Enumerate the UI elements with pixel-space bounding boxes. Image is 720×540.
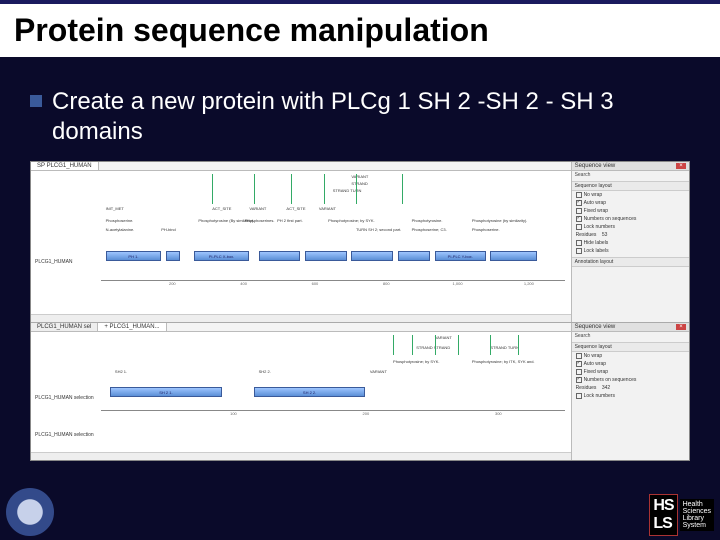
annotation-marker — [393, 335, 394, 355]
bot-main-panel: PLCG1_HUMAN sel + PLCG1_HUMAN... PLCG1_H… — [31, 323, 571, 460]
tab-sel2[interactable]: + PLCG1_HUMAN... — [98, 323, 166, 331]
app-screenshot: SP PLCG1_HUMAN PLCG1_HUMAN VARIANT STRAN… — [30, 161, 690, 461]
side-header: Sequence view — [575, 163, 616, 169]
close-icon[interactable]: × — [676, 163, 686, 169]
bullet-icon — [30, 95, 42, 107]
chk-numbers[interactable]: Numbers on sequences — [572, 215, 689, 223]
domain-block — [259, 251, 301, 261]
annotation-marker — [518, 335, 519, 355]
annotation-marker — [324, 174, 325, 204]
chk-locknum[interactable]: Lock numbers — [572, 223, 689, 231]
row-label-top: PLCG1_HUMAN — [35, 259, 73, 265]
ruler-tick: 1,000 — [453, 281, 463, 286]
opt-nowrap[interactable]: No wrap — [572, 352, 689, 360]
side-search[interactable]: Search — [572, 332, 689, 340]
residue-count: Residues 342 — [572, 384, 689, 392]
domain-block: PH 1. — [106, 251, 162, 261]
row-label-bot1: PLCG1_HUMAN selection — [35, 395, 94, 401]
annotation-marker — [254, 174, 255, 204]
opt-fixedwrap[interactable]: Fixed wrap — [572, 368, 689, 376]
domain-block: PI-PLC Y-box. — [435, 251, 486, 261]
title-bar: Protein sequence manipulation — [0, 0, 720, 67]
ruler-tick: 800 — [383, 281, 390, 286]
bot-domain-track: SH 2 1. SH 2 2. — [101, 387, 565, 401]
side-group-layout[interactable]: Sequence layout — [572, 181, 689, 191]
scrollbar[interactable] — [31, 314, 571, 322]
chk-hidelabels[interactable]: Hide labels — [572, 239, 689, 247]
close-icon[interactable]: × — [676, 324, 686, 330]
domain-block — [305, 251, 347, 261]
bullet-text: Create a new protein with PLCg 1 SH 2 -S… — [52, 87, 690, 147]
annotation-marker — [291, 174, 292, 204]
domain-block: SH 2 2. — [254, 387, 365, 397]
hsls-mark: HSLS — [649, 494, 677, 536]
hsls-label: HealthSciencesLibrarySystem — [680, 499, 714, 531]
ruler-tick: 300 — [495, 411, 502, 416]
ruler-tick: 100 — [230, 411, 237, 416]
chk-locklabels[interactable]: Lock labels — [572, 247, 689, 255]
row-label-bot2: PLCG1_HUMAN selection — [35, 432, 94, 438]
chk-locknum[interactable]: Lock numbers — [572, 392, 689, 400]
side-search[interactable]: Search — [572, 171, 689, 179]
ruler-tick: 1,200 — [524, 281, 534, 286]
ruler-tick: 400 — [240, 281, 247, 286]
annotation-marker — [402, 174, 403, 204]
domain-block — [166, 251, 180, 261]
top-annotations: VARIANT STRAND STRAND TURN INIT_MET ACT_… — [101, 174, 565, 245]
top-tabbar: SP PLCG1_HUMAN — [31, 162, 571, 171]
annotation-marker — [356, 174, 357, 204]
bot-ruler: 100 200 300 — [101, 410, 565, 418]
bot-side-panel: Sequence view × Search Sequence layout No… — [571, 323, 689, 460]
ruler-tick: 200 — [169, 281, 176, 286]
top-sequence-view: SP PLCG1_HUMAN PLCG1_HUMAN VARIANT STRAN… — [31, 162, 689, 323]
annotation-marker — [490, 335, 491, 355]
annotation-marker — [412, 335, 413, 355]
slide-title: Protein sequence manipulation — [14, 12, 706, 49]
side-group-layout[interactable]: Sequence layout — [572, 342, 689, 352]
bot-track-area: PLCG1_HUMAN selection PLCG1_HUMAN select… — [31, 335, 571, 442]
content-area: Create a new protein with PLCg 1 SH 2 -S… — [0, 67, 720, 147]
bot-tabbar: PLCG1_HUMAN sel + PLCG1_HUMAN... — [31, 323, 571, 332]
top-main-panel: SP PLCG1_HUMAN PLCG1_HUMAN VARIANT STRAN… — [31, 162, 571, 322]
scrollbar[interactable] — [31, 452, 571, 460]
domain-block — [398, 251, 430, 261]
bot-annotations: VARIANT STRAND STRAND STRAND TURN SH2 1.… — [101, 335, 565, 383]
side-group-annot[interactable]: Annotation layout — [572, 257, 689, 267]
annotation-marker — [435, 335, 436, 355]
domain-block: SH 2 1. — [110, 387, 221, 397]
footer: HSLS HealthSciencesLibrarySystem — [0, 488, 720, 540]
annotation-marker — [458, 335, 459, 355]
top-side-panel: Sequence view × Search Sequence layout No… — [571, 162, 689, 322]
domain-block — [351, 251, 393, 261]
opt-fixedwrap[interactable]: Fixed wrap — [572, 207, 689, 215]
top-domain-track: PH 1. PI-PLC X-box. PI-PLC Y-box. — [101, 251, 565, 265]
opt-autowrap[interactable]: Auto wrap — [572, 199, 689, 207]
side-header: Sequence view — [575, 324, 616, 330]
tab-sel[interactable]: PLCG1_HUMAN sel — [31, 323, 98, 331]
bullet-item: Create a new protein with PLCg 1 SH 2 -S… — [30, 87, 690, 147]
hsls-logo: HSLS HealthSciencesLibrarySystem — [649, 494, 714, 536]
top-track-area: PLCG1_HUMAN VARIANT STRAND STRAND TURN I… — [31, 174, 571, 304]
domain-block: PI-PLC X-box. — [194, 251, 250, 261]
ruler-tick: 600 — [312, 281, 319, 286]
chk-numbers[interactable]: Numbers on sequences — [572, 376, 689, 384]
residue-count: Residues 53 — [572, 231, 689, 239]
annotation-marker — [212, 174, 213, 204]
bottom-sequence-view: PLCG1_HUMAN sel + PLCG1_HUMAN... PLCG1_H… — [31, 323, 689, 460]
opt-nowrap[interactable]: No wrap — [572, 191, 689, 199]
opt-autowrap[interactable]: Auto wrap — [572, 360, 689, 368]
top-ruler: 200 400 600 800 1,000 1,200 — [101, 280, 565, 288]
ruler-tick: 200 — [363, 411, 370, 416]
university-seal-icon — [6, 488, 54, 536]
domain-block — [490, 251, 536, 261]
tab-plcg1[interactable]: SP PLCG1_HUMAN — [31, 162, 99, 170]
